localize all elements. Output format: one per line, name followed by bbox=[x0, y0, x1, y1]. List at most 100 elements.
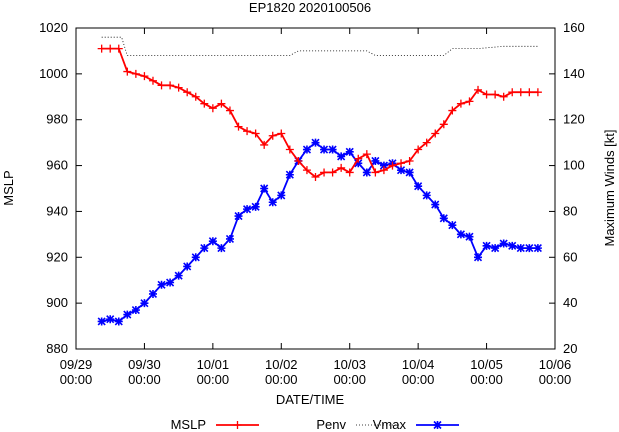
vmax-point bbox=[328, 145, 337, 154]
mslp-point bbox=[388, 161, 397, 170]
y-left-tick-label: 900 bbox=[46, 295, 68, 310]
y-left-tick-label: 980 bbox=[46, 112, 68, 127]
vmax-point bbox=[183, 262, 192, 271]
vmax-point bbox=[379, 161, 388, 170]
y-axis-left-label: MSLP bbox=[1, 170, 16, 205]
mslp-point bbox=[157, 81, 166, 90]
mslp-point bbox=[431, 129, 440, 138]
vmax-point bbox=[473, 253, 483, 262]
y-right-tick-label: 40 bbox=[563, 295, 577, 310]
vmax-point bbox=[525, 244, 534, 253]
x-tick-label-time: 00:00 bbox=[470, 372, 503, 387]
mslp-point bbox=[362, 150, 371, 159]
vmax-point bbox=[422, 191, 431, 200]
vmax-point bbox=[448, 221, 457, 230]
y-left-tick-label: 940 bbox=[46, 203, 68, 218]
mslp-line bbox=[101, 47, 538, 179]
legend-label-mslp: MSLP bbox=[171, 417, 206, 432]
mslp-point bbox=[422, 138, 431, 147]
vmax-point bbox=[148, 289, 158, 299]
vmax-point bbox=[97, 317, 106, 326]
mslp-point bbox=[311, 173, 320, 182]
vmax-point bbox=[533, 244, 542, 253]
mslp-point bbox=[131, 69, 140, 78]
vmax-point bbox=[217, 244, 226, 253]
y-right-tick-label: 20 bbox=[563, 341, 577, 356]
y-left-tick-label: 1000 bbox=[39, 66, 68, 81]
penv-line bbox=[101, 36, 538, 56]
x-tick-label-date: 10/06 bbox=[539, 357, 572, 372]
vmax-point bbox=[508, 241, 517, 250]
y-left-tick-label: 1020 bbox=[39, 20, 68, 35]
x-tick-label-time: 00:00 bbox=[402, 372, 435, 387]
vmax-point bbox=[362, 168, 371, 177]
y-right-tick-label: 140 bbox=[563, 66, 585, 81]
mslp-point bbox=[123, 67, 132, 76]
x-tick-label-date: 10/02 bbox=[265, 357, 298, 372]
penv-series bbox=[101, 36, 538, 56]
legend-label-penv: Penv bbox=[316, 417, 346, 432]
mslp-series bbox=[97, 44, 542, 182]
vmax-point bbox=[114, 317, 123, 326]
vmax-point bbox=[166, 278, 175, 287]
mslp-point bbox=[260, 140, 269, 149]
x-tick-label-time: 00:00 bbox=[333, 372, 366, 387]
mslp-point bbox=[166, 81, 175, 90]
vmax-point bbox=[482, 241, 491, 250]
vmax-point bbox=[302, 145, 312, 154]
mslp-point bbox=[302, 166, 311, 175]
vmax-point bbox=[491, 244, 500, 253]
vmax-point bbox=[431, 200, 440, 209]
vmax-point bbox=[191, 253, 200, 262]
x-tick-label-date: 09/30 bbox=[128, 357, 161, 372]
mslp-point bbox=[465, 97, 474, 106]
vmax-line bbox=[101, 141, 538, 323]
y-right-tick-label: 120 bbox=[563, 112, 585, 127]
mslp-point bbox=[294, 156, 303, 165]
vmax-point bbox=[157, 280, 166, 289]
mslp-point bbox=[508, 88, 517, 97]
y-left-tick-label: 960 bbox=[46, 158, 68, 173]
vmax-point bbox=[456, 230, 465, 239]
vmax-point bbox=[337, 152, 346, 161]
vmax-point bbox=[123, 310, 132, 319]
mslp-point bbox=[474, 85, 483, 94]
mslp-point bbox=[482, 90, 491, 99]
x-tick-label-date: 10/05 bbox=[470, 357, 503, 372]
mslp-point bbox=[140, 72, 149, 81]
vmax-point bbox=[285, 170, 294, 179]
legend-marker-vmax bbox=[433, 420, 442, 430]
mslp-point bbox=[516, 88, 525, 97]
mslp-point bbox=[533, 88, 542, 97]
mslp-point bbox=[379, 166, 388, 175]
plot-border bbox=[75, 27, 556, 350]
mslp-point bbox=[491, 90, 500, 99]
x-tick-label-date: 10/03 bbox=[333, 357, 366, 372]
mslp-point bbox=[217, 99, 226, 108]
y-right-tick-label: 60 bbox=[563, 249, 577, 264]
mslp-point bbox=[328, 168, 337, 177]
x-axis-label: DATE/TIME bbox=[276, 392, 345, 407]
x-tick-label-time: 00:00 bbox=[128, 372, 161, 387]
vmax-point bbox=[371, 156, 380, 166]
y-axis-right-label: Maximum Winds [kt] bbox=[602, 129, 617, 246]
plot-frame bbox=[75, 27, 556, 350]
legend: MSLP Penv Vmax bbox=[171, 417, 459, 432]
vmax-point bbox=[277, 191, 286, 200]
mslp-point bbox=[200, 99, 209, 108]
mslp-point bbox=[345, 168, 354, 177]
mslp-point bbox=[268, 131, 277, 140]
x-tick-label-time: 00:00 bbox=[197, 372, 230, 387]
mslp-point bbox=[439, 120, 448, 129]
vmax-point bbox=[200, 244, 209, 253]
x-tick-label-time: 00:00 bbox=[60, 372, 93, 387]
mslp-point bbox=[234, 122, 243, 131]
vmax-point bbox=[319, 145, 329, 154]
vmax-point bbox=[345, 147, 354, 156]
chart-title: EP1820 2020100506 bbox=[249, 0, 371, 15]
mslp-point bbox=[448, 106, 457, 115]
vmax-point bbox=[106, 315, 115, 324]
mslp-point bbox=[320, 168, 329, 177]
vmax-point bbox=[311, 138, 320, 147]
